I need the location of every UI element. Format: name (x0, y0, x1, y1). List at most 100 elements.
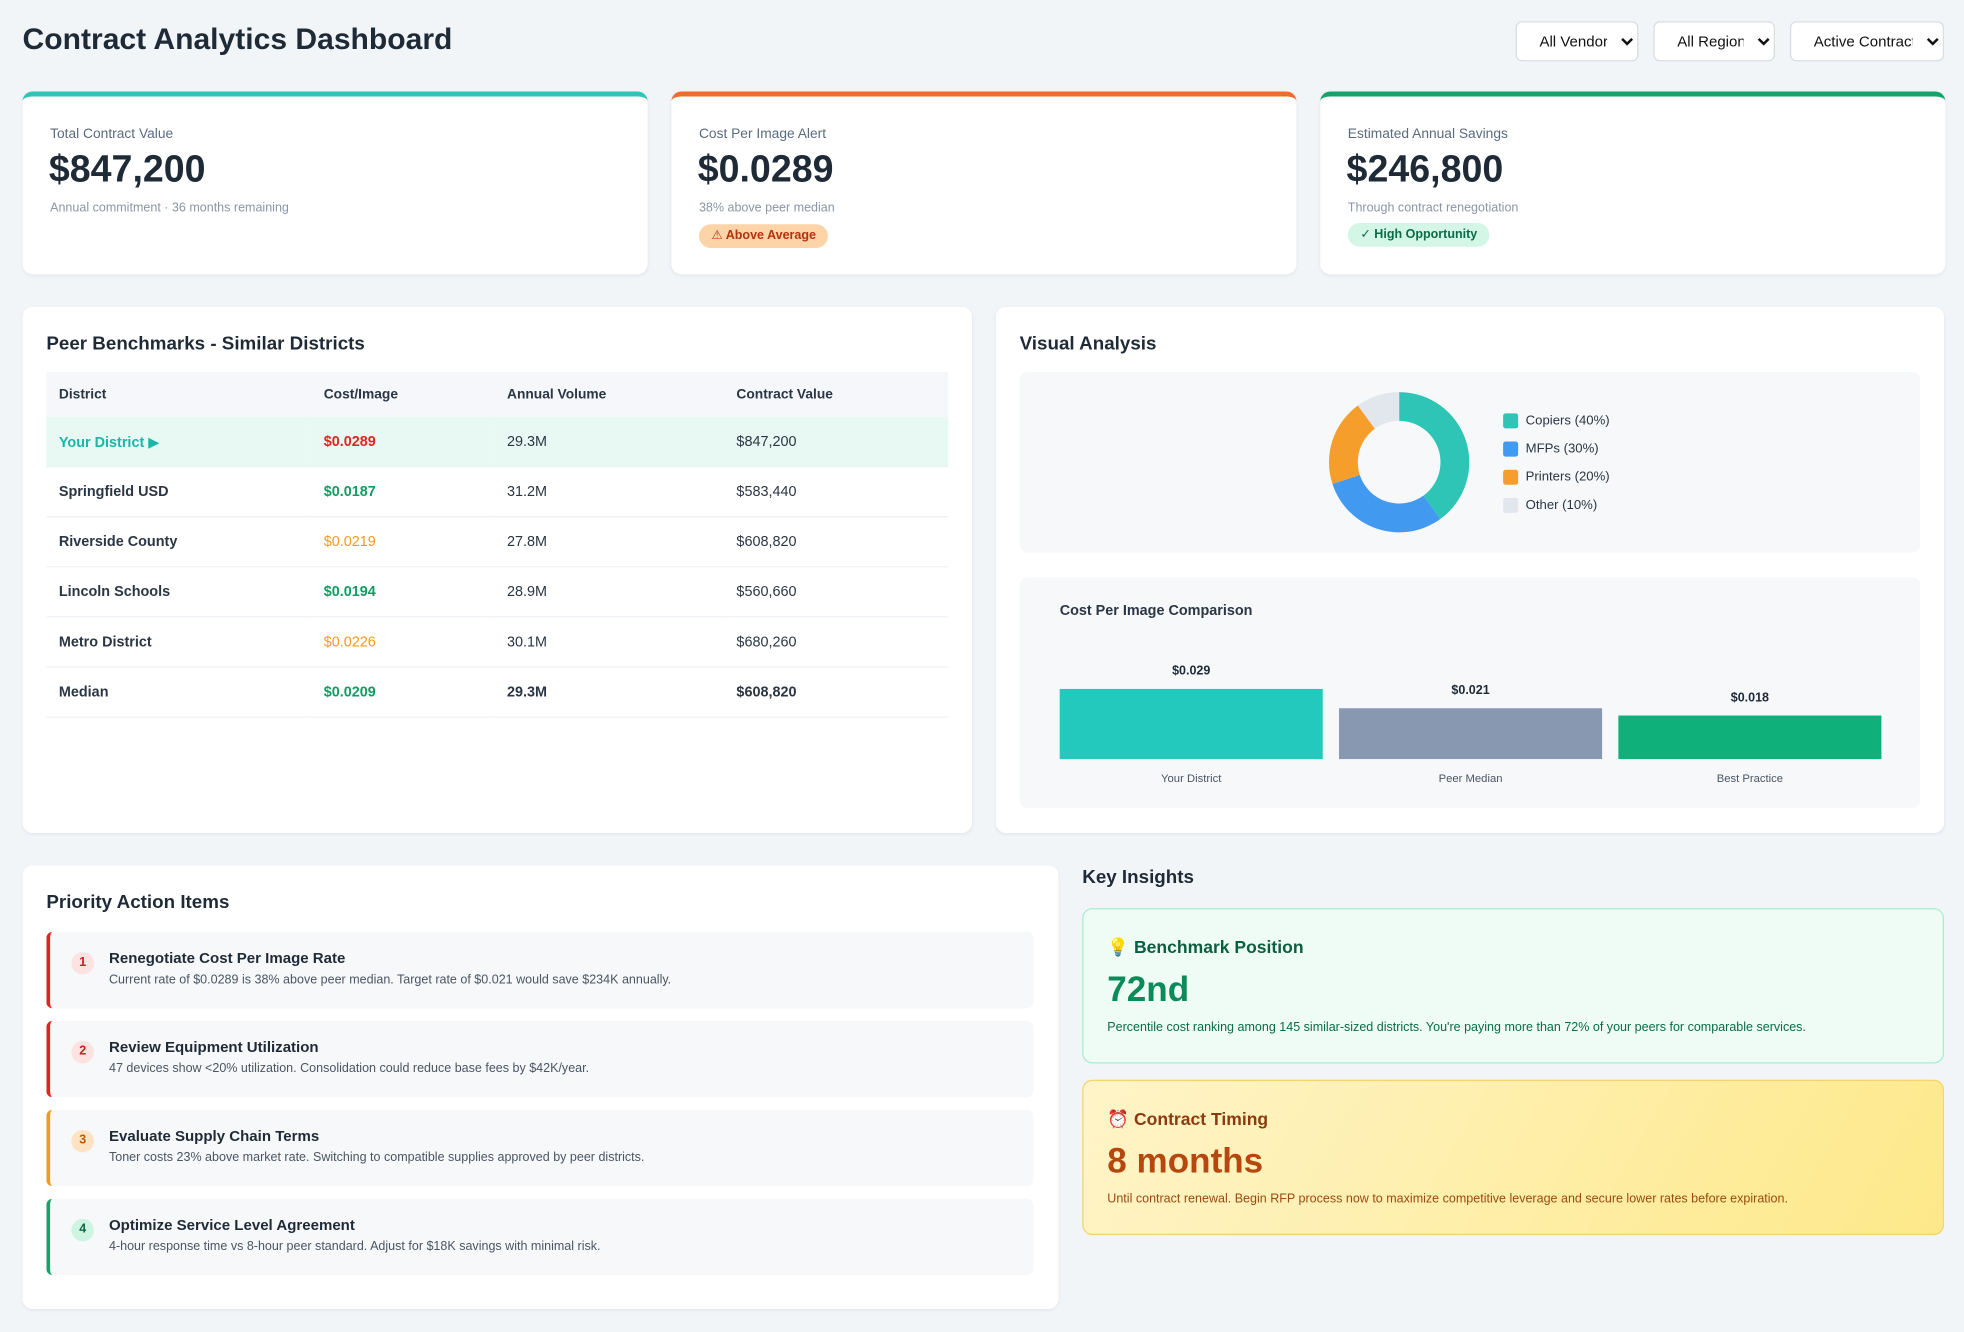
section-title: Key Insights (1082, 866, 1194, 889)
action-text: 4-hour response time vs 8-hour peer stan… (108, 1240, 601, 1254)
table-cell: 28.9M (494, 566, 724, 618)
kpi-value: $847,200 (48, 149, 206, 191)
table-cell: $0.0209 (311, 667, 495, 718)
legend-swatch (1503, 441, 1519, 457)
table-cell: Median (46, 667, 312, 718)
category-label: Best Practice (1717, 773, 1783, 785)
mix-box: Copiers (40%) MFPs (30%) Printers (20%) Oth… (1019, 372, 1921, 553)
panel-title: Priority Action Items (46, 891, 230, 914)
table-cell: Your District ▶ (46, 417, 312, 468)
table-cell: 30.1M (494, 616, 724, 668)
table-cell: $608,820 (723, 516, 949, 568)
action-number: 2 (71, 1040, 94, 1064)
insight-card: ⏰ Contract Timing 8 months Until contrac… (1082, 1079, 1945, 1236)
table-row: Springfield USD $0.0187 31.2M $583,440 (46, 466, 949, 518)
action-title: Evaluate Supply Chain Terms (108, 1127, 320, 1145)
action-text: 47 devices show <20% utilization. Consol… (108, 1062, 590, 1076)
kpi-card: Total Contract Value $847,200 Annual com… (22, 91, 648, 275)
donut-slice (1329, 405, 1375, 484)
panel-title: Visual Analysis (1019, 333, 1157, 355)
action-item: 1 Renegotiate Cost Per Image Rate Current … (46, 931, 1034, 1009)
table-cell: $0.0226 (311, 616, 495, 668)
donut-slice (1332, 474, 1441, 533)
table-cell: $680,260 (723, 616, 949, 668)
panel-title: Peer Benchmarks - Similar Districts (46, 333, 365, 355)
benchmark-table: District Cost/Image Annual Volume Contract … (46, 372, 949, 718)
action-number: 4 (71, 1218, 94, 1242)
legend-swatch (1503, 497, 1519, 513)
legend-swatch (1503, 413, 1519, 429)
table-row: Your District ▶ $0.0289 29.3M $847,200 (46, 417, 949, 468)
kpi-value: $246,800 (1346, 149, 1504, 191)
action-title: Review Equipment Utilization (108, 1038, 319, 1056)
category-label: Peer Median (1439, 773, 1503, 785)
table-cell: Lincoln Schools (46, 566, 312, 618)
table-row: Lincoln Schools $0.0194 28.9M $560,660 (46, 566, 949, 618)
table-cell: $0.0289 (311, 417, 495, 468)
table-cell: Springfield USD (46, 466, 312, 518)
table-cell: $847,200 (723, 417, 949, 468)
vendor-filter[interactable]: All Vendors (1515, 21, 1639, 62)
kpi-note: Through contract renegotiation (1347, 201, 1519, 216)
category-label: Your District (1161, 773, 1222, 785)
kpi-note: 38% above peer median (698, 201, 835, 216)
action-title: Renegotiate Cost Per Image Rate (108, 949, 346, 968)
insight-text: Percentile cost ranking among 145 simila… (1107, 1020, 1806, 1035)
action-text: Current rate of $0.0289 is 38% above pee… (108, 973, 672, 988)
table-cell: $0.0194 (311, 566, 495, 618)
value-label: $0.018 (1731, 690, 1769, 704)
kpi-card: Cost Per Image Alert $0.0289 38% above p… (671, 91, 1297, 275)
action-item: 4 Optimize Service Level Agreement 4-hour … (46, 1198, 1034, 1276)
table-cell: $0.0187 (311, 466, 495, 518)
donut-chart: Copiers (40%) MFPs (30%) Printers (20%) Oth… (1329, 392, 1610, 533)
comparison-box: Cost Per Image Comparison $0.029 Your Dis… (1019, 577, 1921, 808)
visual-panel: Visual Analysis Copiers (40%) MFPs (30%) P… (995, 306, 1945, 833)
action-number: 3 (71, 1129, 94, 1153)
insight-title: ⏰ Contract Timing (1107, 1108, 1269, 1129)
region-filter[interactable]: All Regions (1653, 21, 1775, 62)
action-item: 2 Review Equipment Utilization 47 devices … (46, 1020, 1034, 1098)
column-header: District (46, 372, 312, 418)
header-row: District Cost/Image Annual Volume Contract … (46, 372, 949, 418)
table-row: Riverside County $0.0219 27.8M $608,820 (46, 516, 949, 568)
table-row: Median $0.0209 29.3M $608,820 (46, 667, 949, 718)
kpi-label: Total Contract Value (50, 126, 174, 142)
donut-slice (1357, 392, 1400, 429)
legend-label: MFPs (30%) (1526, 441, 1599, 456)
table-cell: Riverside County (46, 516, 312, 568)
action-title: Optimize Service Level Agreement (108, 1216, 355, 1234)
bar (1339, 708, 1603, 760)
value-label: $0.029 (1172, 664, 1210, 678)
legend-label: Copiers (40%) (1526, 412, 1610, 427)
insight-title: 💡 Benchmark Position (1107, 936, 1304, 957)
status-filter[interactable]: Active Contracts (1789, 21, 1945, 62)
table-row: Metro District $0.0226 30.1M $680,260 (46, 616, 949, 668)
bar (1618, 715, 1882, 760)
kpi-card: Estimated Annual Savings $246,800 Throug… (1320, 91, 1946, 275)
insight-text: Until contract renewal. Begin RFP proces… (1107, 1192, 1788, 1207)
kpi-badge: ✓ High Opportunity (1347, 222, 1490, 247)
column-header: Annual Volume (494, 372, 724, 418)
action-number: 1 (71, 951, 94, 975)
chart-title: Cost Per Image Comparison (1060, 603, 1253, 619)
table-cell: Metro District (46, 616, 312, 668)
benchmark-panel: Peer Benchmarks - Similar Districts Dist… (22, 306, 973, 833)
insight-value: 72nd (1107, 969, 1190, 1009)
kpi-note: Annual commitment · 36 months remaining (50, 201, 289, 216)
bar-chart: Cost Per Image Comparison $0.029 Your Dis… (1059, 603, 1882, 785)
column-header: Cost/Image (311, 372, 495, 418)
bar (1059, 688, 1323, 760)
insight-value: 8 months (1107, 1141, 1264, 1180)
action-text: Toner costs 23% above market rate. Switc… (108, 1151, 645, 1165)
table-cell: 31.2M (494, 466, 724, 518)
value-label: $0.021 (1451, 683, 1489, 697)
table-cell: $560,660 (723, 566, 949, 618)
table-cell: 29.3M (494, 417, 724, 468)
table-cell: $0.0219 (311, 516, 495, 568)
donut-slice (1399, 392, 1470, 519)
table-cell: 27.8M (494, 516, 724, 568)
legend-label: Other (10%) (1526, 497, 1598, 512)
kpi-label: Estimated Annual Savings (1347, 126, 1508, 142)
